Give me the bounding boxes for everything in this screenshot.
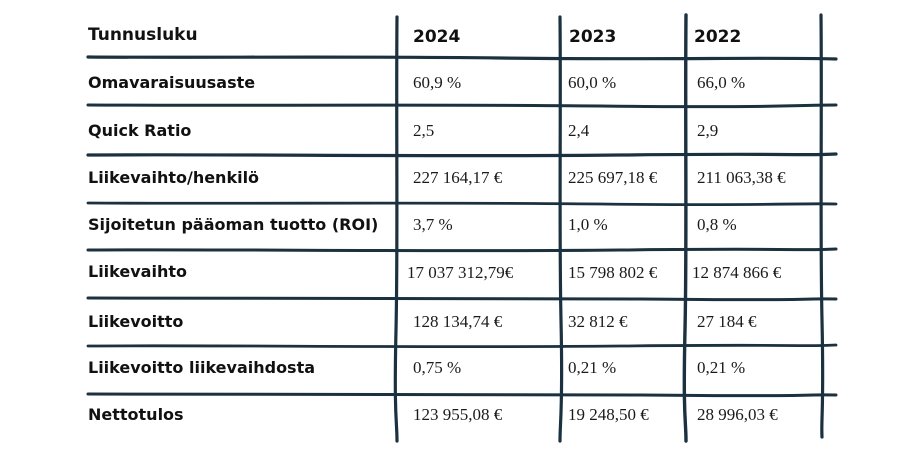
row-value-2023: 2,4 [568, 121, 590, 140]
row-value-2022: 12 874 866 € [692, 263, 782, 282]
row-value-2024: 2,5 [413, 121, 435, 140]
row-metric-label: Quick Ratio [88, 121, 192, 140]
row-metric-label: Liikevaihto [88, 262, 187, 281]
row-metric-label: Omavaraisuusaste [88, 73, 256, 92]
row-value-2023: 60,0 % [568, 73, 617, 92]
rule-row-2 [86, 152, 838, 158]
row-value-2022: 211 063,38 € [697, 168, 786, 187]
row-value-2024: 0,75 % [413, 358, 462, 377]
row-value-2022: 0,21 % [697, 358, 746, 377]
rule-row-4 [86, 247, 838, 253]
row-metric-label: Liikevaihto/henkilö [88, 168, 260, 187]
header-year-2023: 2023 [569, 27, 617, 47]
row-value-2023: 19 248,50 € [568, 405, 649, 424]
row-value-2023: 32 812 € [568, 312, 628, 331]
row-metric-label: Liikevoitto [88, 312, 184, 331]
rule-row-5 [86, 296, 838, 302]
row-value-2023: 1,0 % [568, 215, 608, 234]
row-value-2024: 3,7 % [413, 215, 453, 234]
column-divider-4 [819, 13, 825, 439]
row-value-2022: 27 184 € [697, 312, 757, 331]
header-metric-label: Tunnusluku [88, 25, 198, 45]
rule-row-1 [86, 103, 838, 109]
rule-header-bottom [86, 55, 838, 61]
header-year-2024: 2024 [413, 27, 461, 47]
row-value-2022: 2,9 [697, 121, 719, 140]
row-value-2024: 123 955,08 € [413, 405, 503, 424]
row-value-2022: 28 996,03 € [697, 405, 778, 424]
rule-row-3 [86, 201, 838, 207]
row-metric-label: Nettotulos [88, 405, 184, 424]
column-divider-1 [393, 15, 399, 443]
row-value-2024: 60,9 % [413, 73, 462, 92]
rule-row-6 [86, 343, 838, 349]
row-metric-label: Liikevoitto liikevaihdosta [88, 358, 316, 377]
row-value-2023: 0,21 % [568, 358, 617, 377]
column-divider-2 [558, 15, 564, 443]
row-value-2024: 128 134,74 € [413, 312, 503, 331]
row-value-2022: 0,8 % [697, 215, 737, 234]
header-year-2022: 2022 [694, 27, 742, 47]
row-value-2023: 15 798 802 € [568, 263, 658, 282]
row-value-2024: 227 164,17 € [413, 168, 503, 187]
column-divider-3 [682, 13, 688, 443]
row-metric-label: Sijoitetun pääoman tuotto (ROI) [88, 215, 379, 234]
rule-row-7 [86, 392, 838, 398]
row-value-2024: 17 037 312,79€ [407, 263, 514, 282]
row-value-2022: 66,0 % [697, 73, 746, 92]
row-value-2023: 225 697,18 € [568, 168, 658, 187]
